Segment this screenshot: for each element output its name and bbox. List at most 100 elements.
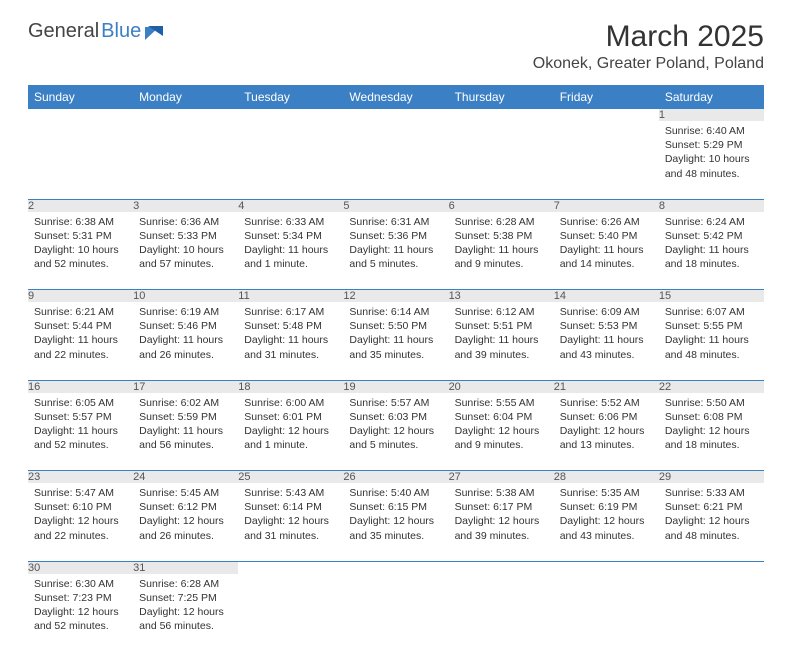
day-cell-body: Sunrise: 6:14 AMSunset: 5:50 PMDaylight:… (343, 302, 448, 366)
day-cell: Sunrise: 6:38 AMSunset: 5:31 PMDaylight:… (28, 212, 133, 290)
daylight-text: Daylight: 12 hours and 1 minute. (244, 424, 337, 452)
day-number-cell: 10 (133, 290, 238, 303)
sunrise-text: Sunrise: 5:57 AM (349, 396, 442, 410)
daylight-text: Daylight: 12 hours and 22 minutes. (34, 514, 127, 542)
sunset-text: Sunset: 5:36 PM (349, 229, 442, 243)
day-cell-body: Sunrise: 6:00 AMSunset: 6:01 PMDaylight:… (238, 393, 343, 457)
day-number-cell: 31 (133, 561, 238, 574)
day-number-cell: 28 (554, 471, 659, 484)
day-cell-body: Sunrise: 6:36 AMSunset: 5:33 PMDaylight:… (133, 212, 238, 276)
sunrise-text: Sunrise: 6:31 AM (349, 215, 442, 229)
day-number-cell: 26 (343, 471, 448, 484)
day-cell: Sunrise: 6:31 AMSunset: 5:36 PMDaylight:… (343, 212, 448, 290)
sunrise-text: Sunrise: 6:07 AM (665, 305, 758, 319)
day-cell-body: Sunrise: 5:55 AMSunset: 6:04 PMDaylight:… (449, 393, 554, 457)
day-cell: Sunrise: 5:38 AMSunset: 6:17 PMDaylight:… (449, 483, 554, 561)
sunrise-text: Sunrise: 5:50 AM (665, 396, 758, 410)
day-cell (28, 121, 133, 199)
day-cell: Sunrise: 5:45 AMSunset: 6:12 PMDaylight:… (133, 483, 238, 561)
sunset-text: Sunset: 5:50 PM (349, 319, 442, 333)
sunrise-text: Sunrise: 5:33 AM (665, 486, 758, 500)
day-cell: Sunrise: 6:09 AMSunset: 5:53 PMDaylight:… (554, 302, 659, 380)
day-cell-body: Sunrise: 6:28 AMSunset: 5:38 PMDaylight:… (449, 212, 554, 276)
day-cell: Sunrise: 6:17 AMSunset: 5:48 PMDaylight:… (238, 302, 343, 380)
daylight-text: Daylight: 11 hours and 5 minutes. (349, 243, 442, 271)
day-cell: Sunrise: 5:55 AMSunset: 6:04 PMDaylight:… (449, 393, 554, 471)
sunrise-text: Sunrise: 6:00 AM (244, 396, 337, 410)
sunrise-text: Sunrise: 6:36 AM (139, 215, 232, 229)
day-cell-body: Sunrise: 5:43 AMSunset: 6:14 PMDaylight:… (238, 483, 343, 547)
day-cell (449, 574, 554, 652)
day-number-cell (449, 109, 554, 121)
sunset-text: Sunset: 5:57 PM (34, 410, 127, 424)
day-number-cell: 15 (659, 290, 764, 303)
sunset-text: Sunset: 5:38 PM (455, 229, 548, 243)
sunset-text: Sunset: 6:04 PM (455, 410, 548, 424)
daylight-text: Daylight: 10 hours and 57 minutes. (139, 243, 232, 271)
sunset-text: Sunset: 5:34 PM (244, 229, 337, 243)
day-number-cell (343, 109, 448, 121)
sunset-text: Sunset: 5:31 PM (34, 229, 127, 243)
daylight-text: Daylight: 11 hours and 43 minutes. (560, 333, 653, 361)
day-cell: Sunrise: 6:21 AMSunset: 5:44 PMDaylight:… (28, 302, 133, 380)
daylight-text: Daylight: 11 hours and 1 minute. (244, 243, 337, 271)
day-cell-body: Sunrise: 6:07 AMSunset: 5:55 PMDaylight:… (659, 302, 764, 366)
sunrise-text: Sunrise: 5:38 AM (455, 486, 548, 500)
day-cell: Sunrise: 5:47 AMSunset: 6:10 PMDaylight:… (28, 483, 133, 561)
day-cell-body: Sunrise: 6:09 AMSunset: 5:53 PMDaylight:… (554, 302, 659, 366)
day-number-cell: 6 (449, 199, 554, 212)
daylight-text: Daylight: 12 hours and 39 minutes. (455, 514, 548, 542)
day-cell-body: Sunrise: 5:50 AMSunset: 6:08 PMDaylight:… (659, 393, 764, 457)
daylight-text: Daylight: 12 hours and 52 minutes. (34, 605, 127, 633)
day-number-cell: 7 (554, 199, 659, 212)
daylight-text: Daylight: 12 hours and 43 minutes. (560, 514, 653, 542)
day-cell: Sunrise: 5:57 AMSunset: 6:03 PMDaylight:… (343, 393, 448, 471)
day-cell-body: Sunrise: 6:05 AMSunset: 5:57 PMDaylight:… (28, 393, 133, 457)
brand-general: General (28, 20, 99, 43)
daylight-text: Daylight: 12 hours and 13 minutes. (560, 424, 653, 452)
weekday-heading: Sunday (28, 85, 133, 109)
sunrise-text: Sunrise: 5:45 AM (139, 486, 232, 500)
day-cell-body: Sunrise: 6:38 AMSunset: 5:31 PMDaylight:… (28, 212, 133, 276)
sunrise-text: Sunrise: 6:28 AM (139, 577, 232, 591)
day-number-cell (343, 561, 448, 574)
daylight-text: Daylight: 11 hours and 56 minutes. (139, 424, 232, 452)
day-cell: Sunrise: 6:40 AMSunset: 5:29 PMDaylight:… (659, 121, 764, 199)
sunset-text: Sunset: 6:12 PM (139, 500, 232, 514)
sunrise-text: Sunrise: 6:05 AM (34, 396, 127, 410)
daynum-row: 1 (28, 109, 764, 121)
sunrise-text: Sunrise: 6:12 AM (455, 305, 548, 319)
day-number-cell: 29 (659, 471, 764, 484)
weekday-heading: Saturday (659, 85, 764, 109)
day-number-cell: 2 (28, 199, 133, 212)
day-number-cell (238, 561, 343, 574)
day-cell (343, 574, 448, 652)
day-number-cell: 18 (238, 380, 343, 393)
day-number-cell: 13 (449, 290, 554, 303)
day-cell-body: Sunrise: 6:31 AMSunset: 5:36 PMDaylight:… (343, 212, 448, 276)
day-cell: Sunrise: 6:26 AMSunset: 5:40 PMDaylight:… (554, 212, 659, 290)
day-cell: Sunrise: 6:00 AMSunset: 6:01 PMDaylight:… (238, 393, 343, 471)
day-cell-body: Sunrise: 5:45 AMSunset: 6:12 PMDaylight:… (133, 483, 238, 547)
day-cell-body: Sunrise: 6:12 AMSunset: 5:51 PMDaylight:… (449, 302, 554, 366)
sunset-text: Sunset: 6:08 PM (665, 410, 758, 424)
daylight-text: Daylight: 11 hours and 22 minutes. (34, 333, 127, 361)
sunrise-text: Sunrise: 5:40 AM (349, 486, 442, 500)
day-cell: Sunrise: 6:12 AMSunset: 5:51 PMDaylight:… (449, 302, 554, 380)
sunset-text: Sunset: 5:44 PM (34, 319, 127, 333)
sunset-text: Sunset: 5:29 PM (665, 138, 758, 152)
day-cell: Sunrise: 6:14 AMSunset: 5:50 PMDaylight:… (343, 302, 448, 380)
day-cell-body: Sunrise: 5:33 AMSunset: 6:21 PMDaylight:… (659, 483, 764, 547)
week-row: Sunrise: 6:30 AMSunset: 7:23 PMDaylight:… (28, 574, 764, 652)
sunset-text: Sunset: 6:15 PM (349, 500, 442, 514)
day-number-cell: 19 (343, 380, 448, 393)
day-cell-body: Sunrise: 6:24 AMSunset: 5:42 PMDaylight:… (659, 212, 764, 276)
day-cell-body: Sunrise: 6:02 AMSunset: 5:59 PMDaylight:… (133, 393, 238, 457)
sunset-text: Sunset: 7:23 PM (34, 591, 127, 605)
brand-blue: Blue (101, 20, 141, 43)
sunrise-text: Sunrise: 6:14 AM (349, 305, 442, 319)
sunrise-text: Sunrise: 6:33 AM (244, 215, 337, 229)
day-cell-body: Sunrise: 6:17 AMSunset: 5:48 PMDaylight:… (238, 302, 343, 366)
sunrise-text: Sunrise: 6:38 AM (34, 215, 127, 229)
day-cell (133, 121, 238, 199)
